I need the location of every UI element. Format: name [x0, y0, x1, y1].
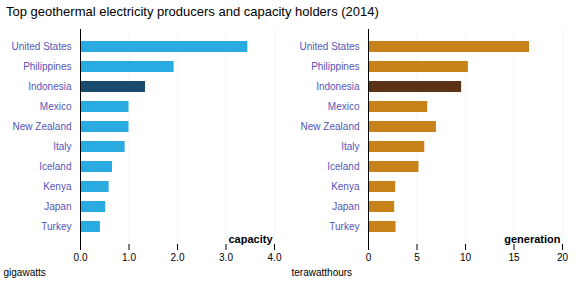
html-text:Top geothermal electricity pro: Top geothermal electricity producers and…	[6, 4, 379, 19]
svg-text:Philippines: Philippines	[23, 61, 71, 72]
svg-text:Iceland: Iceland	[39, 161, 71, 172]
svg-text:2.0: 2.0	[171, 252, 185, 263]
svg-text:3.0: 3.0	[219, 252, 233, 263]
svg-text:Italy: Italy	[53, 141, 71, 152]
svg-text:New Zealand: New Zealand	[13, 121, 72, 132]
svg-text:Japan: Japan	[44, 201, 71, 212]
svg-text:Turkey: Turkey	[41, 221, 71, 232]
svg-text:0: 0	[366, 252, 372, 263]
svg-text:5: 5	[414, 252, 420, 263]
svg-text:United States: United States	[11, 41, 71, 52]
svg-text:Turkey: Turkey	[329, 221, 359, 232]
svg-text:20: 20	[557, 252, 569, 263]
svg-text:Italy: Italy	[341, 141, 359, 152]
svg-text:10: 10	[460, 252, 472, 263]
svg-text:terawatthours: terawatthours	[292, 267, 353, 278]
svg-text:0.0: 0.0	[74, 252, 88, 263]
svg-text:capacity: capacity	[228, 233, 273, 245]
svg-text:15: 15	[508, 252, 520, 263]
svg-text:Mexico: Mexico	[40, 101, 72, 112]
svg-text:Iceland: Iceland	[327, 161, 359, 172]
svg-text:4.0: 4.0	[268, 252, 282, 263]
svg-text:gigawatts: gigawatts	[4, 267, 46, 278]
svg-text:1.0: 1.0	[122, 252, 136, 263]
svg-text:Mexico: Mexico	[328, 101, 360, 112]
svg-text:Philippines: Philippines	[311, 61, 359, 72]
svg-text:Japan: Japan	[332, 201, 359, 212]
svg-text:New Zealand: New Zealand	[301, 121, 360, 132]
svg-text:Kenya: Kenya	[331, 181, 360, 192]
svg-text:Indonesia: Indonesia	[316, 81, 360, 92]
svg-text:United States: United States	[299, 41, 359, 52]
svg-text:Indonesia: Indonesia	[28, 81, 72, 92]
svg-text:Kenya: Kenya	[43, 181, 72, 192]
svg-text:generation: generation	[504, 233, 561, 245]
